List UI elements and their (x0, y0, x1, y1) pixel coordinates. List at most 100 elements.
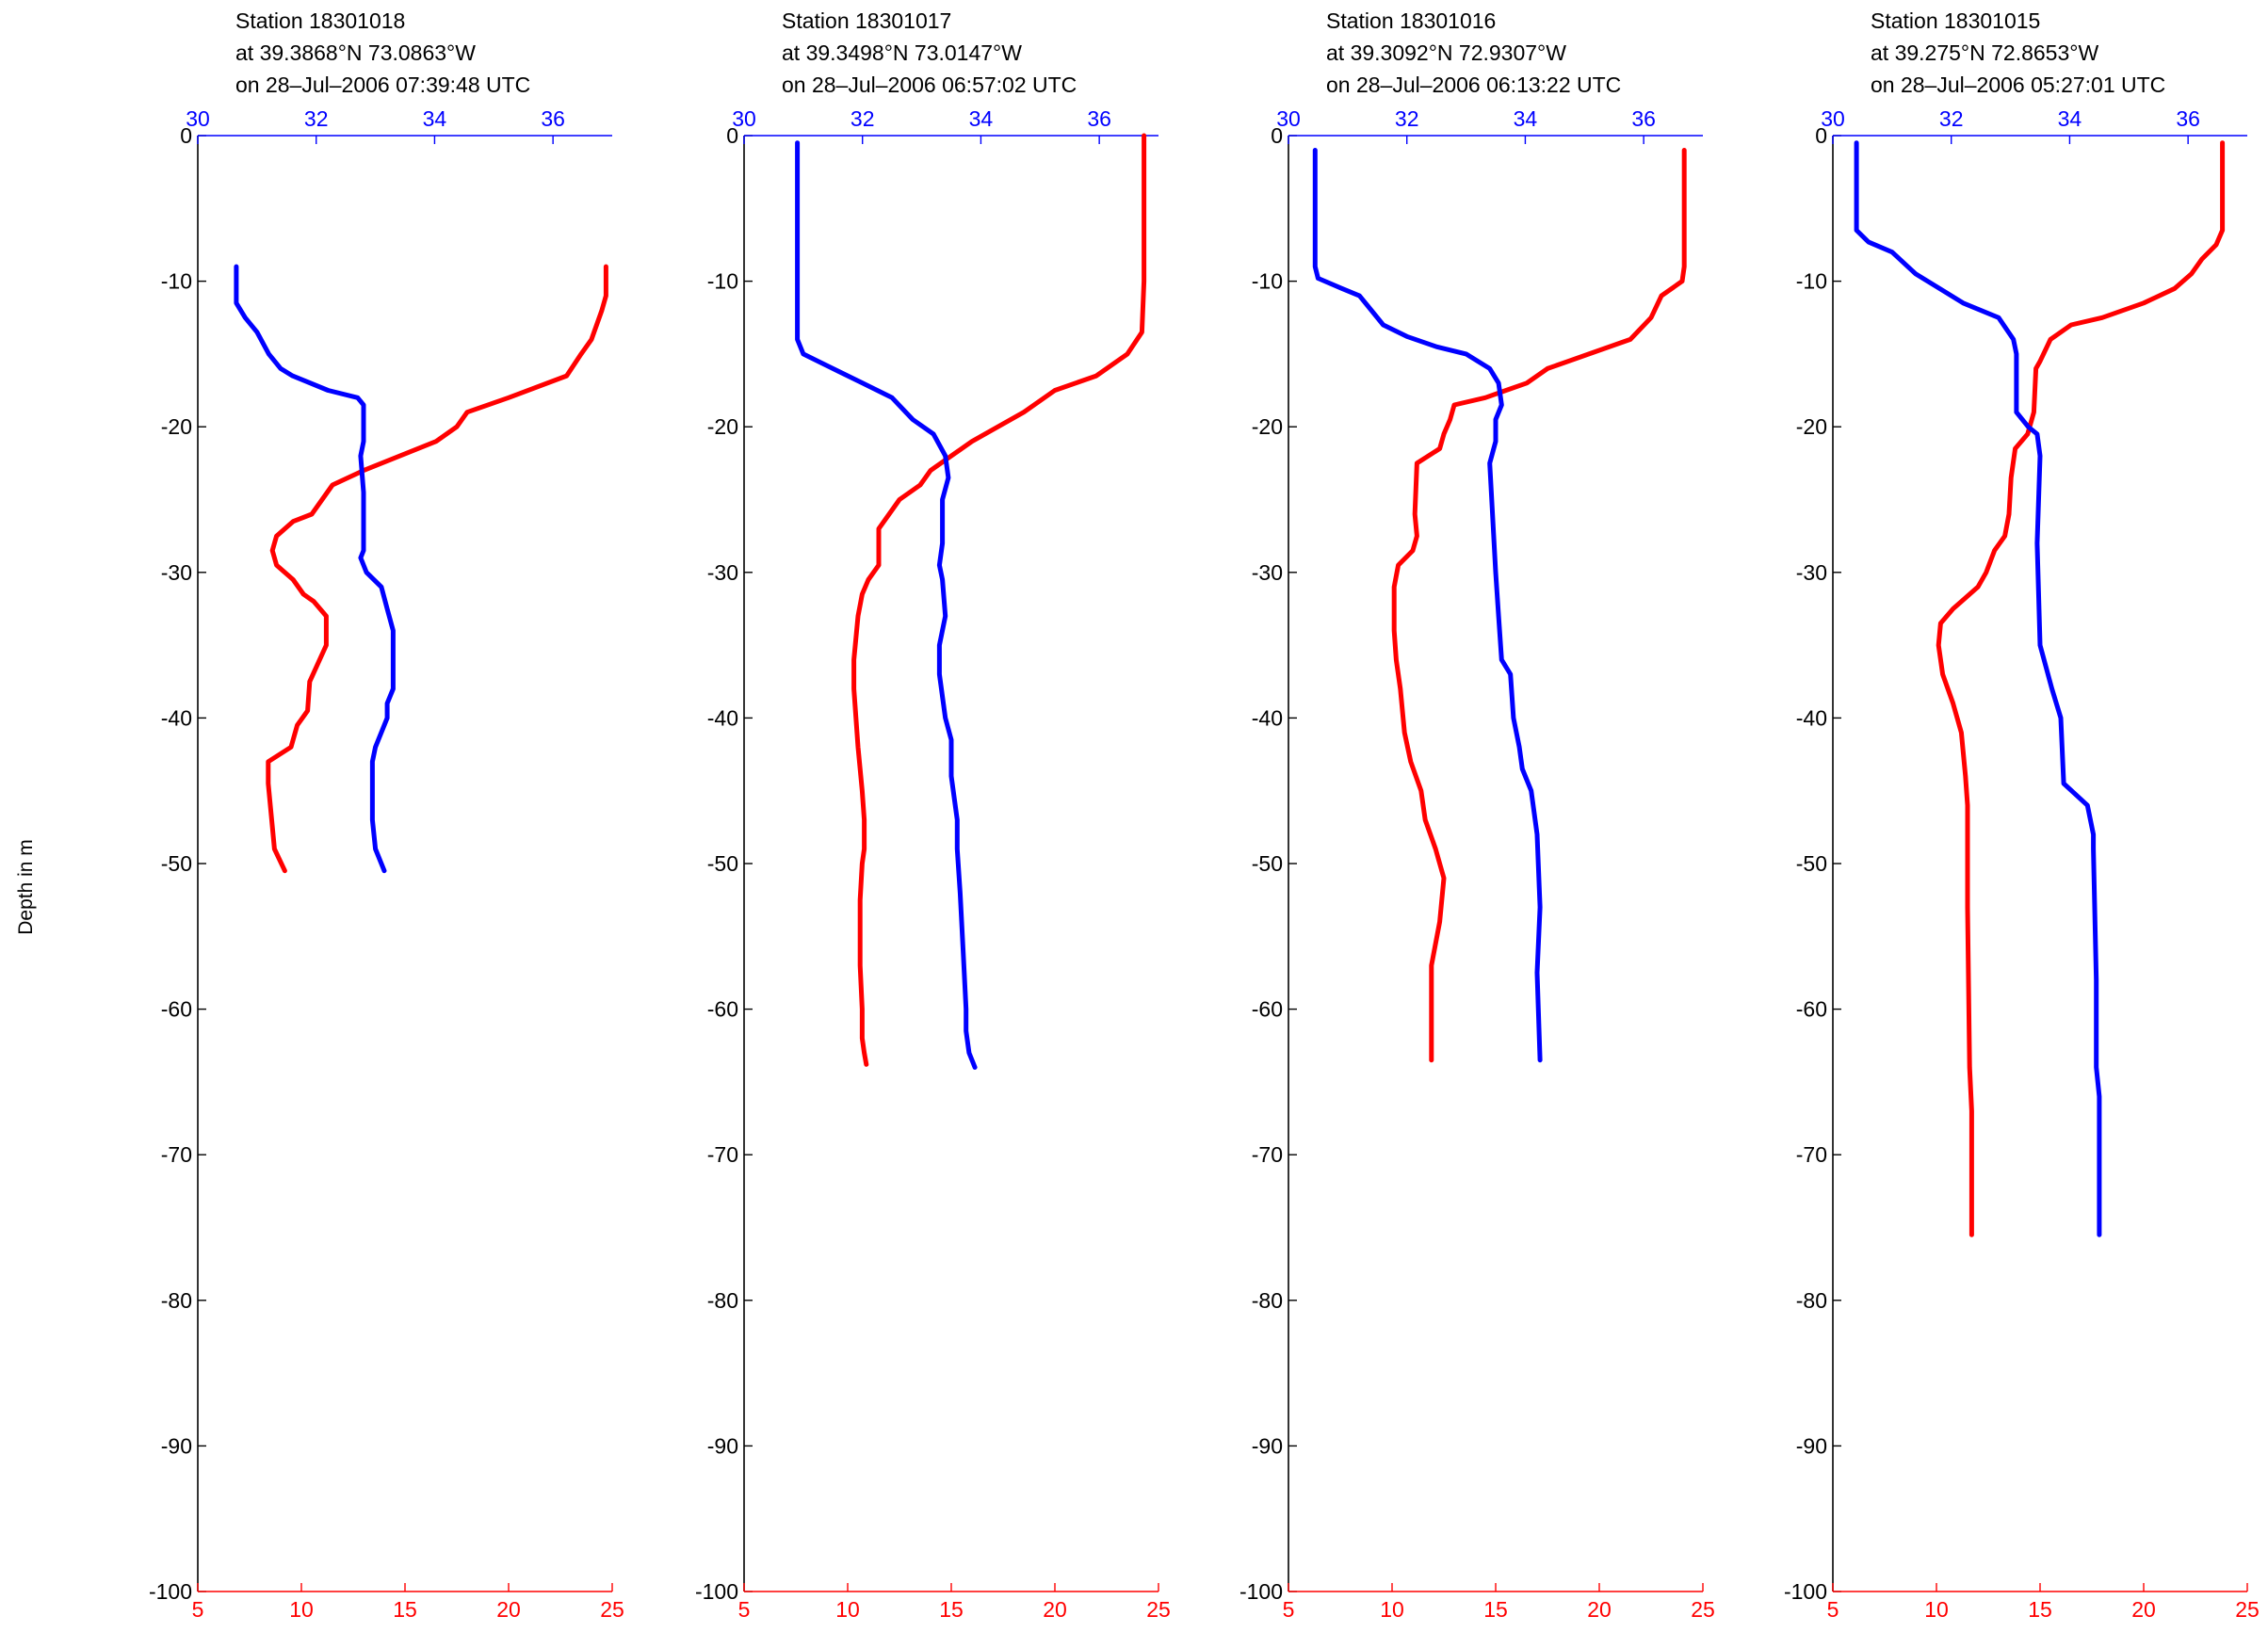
depth-tick-label: -40 (161, 705, 192, 730)
panel-title-line: on 28–Jul–2006 07:39:48 UTC (235, 73, 530, 97)
depth-tick-label: 0 (726, 123, 738, 148)
depth-tick-label: -30 (1252, 560, 1283, 585)
depth-tick-label: -10 (1252, 269, 1283, 294)
temperature-tick-label: 10 (835, 1597, 860, 1622)
temperature-profile-line (266, 264, 608, 874)
depth-tick-label: -40 (707, 705, 738, 730)
depth-tick-label: -20 (161, 414, 192, 439)
salinity-tick-label: 36 (1631, 106, 1656, 131)
salinity-tick-label: 34 (2058, 106, 2082, 131)
temperature-tick-label: 5 (1283, 1597, 1295, 1622)
station-panel-1: Station 18301018 at 39.3868°N 73.0863°W on… (149, 8, 624, 1622)
temperature-tick-label: 20 (1043, 1597, 1067, 1622)
panel-title-line: on 28–Jul–2006 06:13:22 UTC (1326, 73, 1621, 97)
depth-tick-label: -100 (1239, 1579, 1283, 1604)
depth-tick-label: -80 (161, 1288, 192, 1313)
temperature-tick-label: 5 (738, 1597, 751, 1622)
station-panel-2: Station 18301017 at 39.3498°N 73.0147°W on… (695, 8, 1171, 1622)
temperature-tick-label: 10 (289, 1597, 314, 1622)
temperature-tick-label: 15 (2028, 1597, 2052, 1622)
panel-title-line: at 39.3868°N 73.0863°W (235, 40, 476, 65)
station-panel-4: Station 18301015 at 39.275°N 72.8653°W on … (1784, 8, 2260, 1622)
depth-tick-label: -60 (161, 997, 192, 1022)
panels: Station 18301018 at 39.3868°N 73.0863°W on… (149, 8, 2260, 1622)
depth-tick-label: -50 (707, 851, 738, 876)
depth-tick-label: -70 (707, 1142, 738, 1167)
depth-tick-label: -50 (161, 851, 192, 876)
salinity-tick-label: 30 (186, 106, 210, 131)
depth-tick-label: -20 (707, 414, 738, 439)
depth-tick-label: -60 (707, 997, 738, 1022)
panel-title-line: Station 18301018 (235, 8, 405, 33)
temperature-profile-line (851, 133, 1147, 1067)
salinity-tick-label: 30 (732, 106, 756, 131)
salinity-tick-label: 34 (1514, 106, 1538, 131)
depth-tick-label: -80 (1796, 1288, 1827, 1313)
depth-tick-label: -90 (1252, 1433, 1283, 1458)
salinity-tick-label: 36 (2176, 106, 2200, 131)
depth-tick-label: -90 (707, 1433, 738, 1458)
depth-tick-label: -80 (1252, 1288, 1283, 1313)
depth-tick-label: -20 (1796, 414, 1827, 439)
depth-tick-label: -40 (1252, 705, 1283, 730)
temperature-tick-label: 5 (192, 1597, 204, 1622)
depth-tick-label: -50 (1796, 851, 1827, 876)
temperature-tick-label: 20 (2131, 1597, 2156, 1622)
temperature-tick-label: 15 (393, 1597, 417, 1622)
y-axis-label: Depth in m (15, 839, 37, 935)
temperature-tick-label: 10 (1924, 1597, 1949, 1622)
temperature-tick-label: 25 (1146, 1597, 1171, 1622)
temperature-tick-label: 15 (939, 1597, 964, 1622)
depth-tick-label: -40 (1796, 705, 1827, 730)
panel-title-line: at 39.3498°N 73.0147°W (782, 40, 1022, 65)
depth-tick-label: -30 (707, 560, 738, 585)
depth-tick-label: -80 (707, 1288, 738, 1313)
salinity-tick-label: 32 (850, 106, 875, 131)
depth-tick-label: 0 (1271, 123, 1283, 148)
depth-tick-label: -100 (695, 1579, 738, 1604)
depth-tick-label: -10 (161, 269, 192, 294)
depth-tick-label: -60 (1252, 997, 1283, 1022)
depth-tick-label: -70 (1796, 1142, 1827, 1167)
salinity-tick-label: 30 (1821, 106, 1845, 131)
depth-tick-label: -100 (1784, 1579, 1827, 1604)
salinity-tick-label: 36 (1087, 106, 1111, 131)
panel-title-line: Station 18301015 (1871, 8, 2040, 33)
salinity-tick-label: 32 (304, 106, 329, 131)
station-panel-3: Station 18301016 at 39.3092°N 72.9307°W on… (1239, 8, 1715, 1622)
salinity-tick-label: 32 (1939, 106, 1964, 131)
temperature-tick-label: 20 (496, 1597, 521, 1622)
panel-title-line: at 39.3092°N 72.9307°W (1326, 40, 1566, 65)
depth-tick-label: 0 (180, 123, 192, 148)
depth-tick-label: -30 (161, 560, 192, 585)
salinity-tick-label: 30 (1276, 106, 1301, 131)
temperature-tick-label: 25 (2235, 1597, 2260, 1622)
salinity-profile-line (234, 264, 396, 874)
depth-tick-label: -60 (1796, 997, 1827, 1022)
depth-tick-label: -100 (149, 1579, 192, 1604)
salinity-profile-line (795, 140, 978, 1070)
panel-title-line: at 39.275°N 72.8653°W (1871, 40, 2098, 65)
panel-title-line: Station 18301017 (782, 8, 951, 33)
depth-tick-label: -90 (1796, 1433, 1827, 1458)
depth-tick-label: -70 (1252, 1142, 1283, 1167)
depth-tick-label: -70 (161, 1142, 192, 1167)
salinity-tick-label: 36 (541, 106, 565, 131)
salinity-tick-label: 32 (1395, 106, 1419, 131)
depth-tick-label: -20 (1252, 414, 1283, 439)
panel-title-line: Station 18301016 (1326, 8, 1496, 33)
temperature-tick-label: 20 (1587, 1597, 1612, 1622)
salinity-tick-label: 34 (969, 106, 994, 131)
depth-tick-label: -10 (707, 269, 738, 294)
temperature-tick-label: 10 (1380, 1597, 1404, 1622)
temperature-tick-label: 25 (600, 1597, 624, 1622)
depth-tick-label: -90 (161, 1433, 192, 1458)
depth-tick-label: 0 (1815, 123, 1827, 148)
temperature-profile-line (1391, 148, 1687, 1063)
salinity-profile-line (1312, 148, 1543, 1063)
panel-title-line: on 28–Jul–2006 05:27:01 UTC (1871, 73, 2165, 97)
temperature-tick-label: 5 (1827, 1597, 1839, 1622)
depth-tick-label: -50 (1252, 851, 1283, 876)
temperature-tick-label: 15 (1483, 1597, 1508, 1622)
